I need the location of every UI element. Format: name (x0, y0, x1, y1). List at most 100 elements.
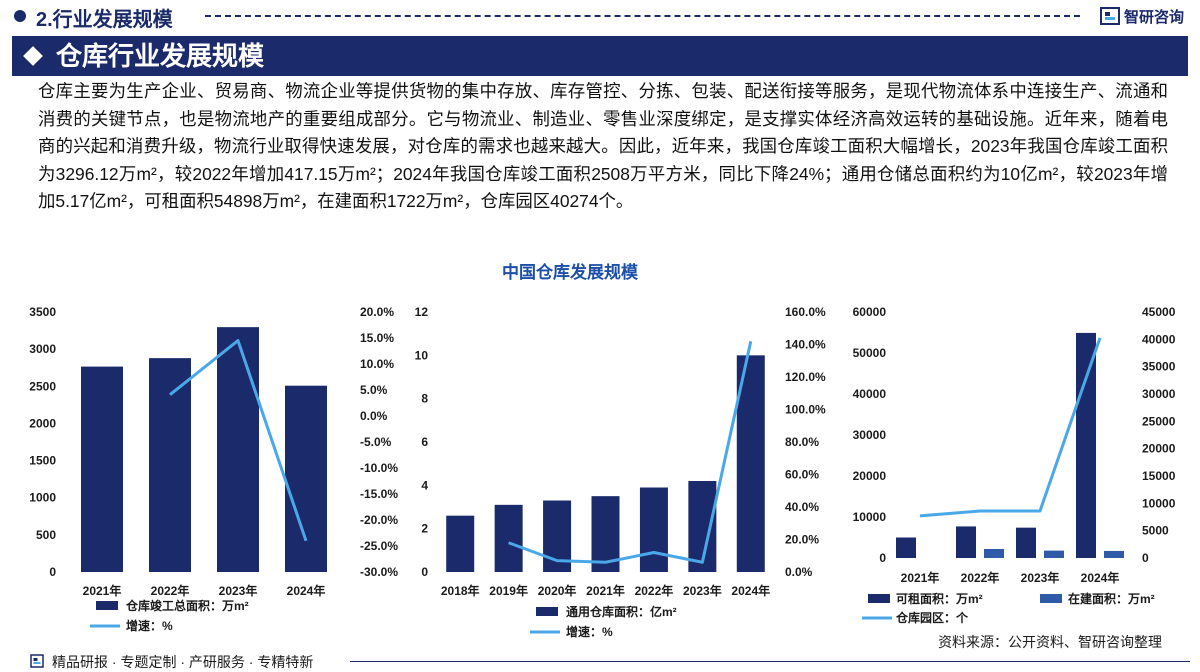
y-axis-tick: 6 (421, 435, 428, 449)
section-bullet (14, 10, 26, 22)
y2-axis-tick: 15.0% (360, 331, 394, 345)
y2-axis-tick: 35000 (1142, 360, 1176, 374)
legend-label: 仓库竣工总面积：万m² (125, 598, 249, 613)
y2-axis-tick: 5.0% (360, 383, 388, 397)
y-axis-tick: 1500 (29, 454, 56, 468)
y2-axis-tick: 30000 (1142, 387, 1176, 401)
chart-rentable-area: 0 10000 20000 30000 40000 50000 60000 0 5000 1000… (853, 305, 1176, 625)
line-series (508, 340, 753, 564)
diamond-icon (23, 46, 43, 66)
footer-slogan: 精品研报 · 专题定制 · 产研服务 · 专精特新 (52, 654, 314, 670)
x-axis-tick: 2023年 (1021, 570, 1060, 585)
x-axis-tick: 2021年 (83, 583, 122, 598)
x-axis-tick: 2024年 (1081, 570, 1120, 585)
x-axis-tick: 2024年 (287, 583, 326, 598)
bar (494, 504, 523, 572)
y-axis-tick: 1000 (29, 491, 56, 505)
x-axis-tick: 2023年 (683, 583, 722, 598)
section-heading: 2.行业发展规模 (36, 9, 173, 31)
x-axis-tick: 2022年 (151, 583, 190, 598)
y2-axis-tick: -5.0% (360, 435, 392, 449)
bar (217, 327, 259, 572)
bar (639, 487, 668, 572)
legend-label: 增速：% (566, 624, 613, 639)
figure-title: 中国仓库发展规模 (502, 263, 638, 282)
bar (446, 515, 475, 572)
y-axis-tick: 500 (36, 528, 56, 542)
x-axis-tick: 2019年 (489, 583, 528, 598)
y2-axis-tick: 140.0% (785, 338, 826, 352)
y2-axis-tick: 10000 (1142, 496, 1176, 510)
bar (1076, 332, 1096, 558)
bar (896, 537, 916, 558)
title-banner: 仓库行业发展规模 (12, 36, 1188, 76)
y2-axis-tick: -30.0% (360, 565, 398, 579)
y-axis-tick: 0 (49, 565, 56, 579)
bar (285, 385, 327, 572)
y2-axis-tick: 160.0% (785, 305, 826, 319)
footer-divider (350, 661, 1190, 662)
y-axis-tick: 8 (421, 392, 428, 406)
y2-axis-tick: -15.0% (360, 487, 398, 501)
bar (736, 355, 765, 572)
y2-axis-tick: 20000 (1142, 442, 1176, 456)
y2-axis-tick: -20.0% (360, 513, 398, 527)
line-series (169, 339, 308, 542)
bar (956, 526, 976, 558)
y-axis-tick: 3500 (29, 305, 56, 319)
line-series (919, 337, 1102, 518)
brand-name: 智研咨询 (1124, 8, 1185, 26)
header-divider (205, 15, 1080, 17)
y2-axis-tick: -10.0% (360, 461, 398, 475)
chart-general-storage-area: 0246810120.0%20.0%40.0%60.0%80.0%100.0%1… (415, 305, 826, 639)
y2-axis-tick: 20.0% (360, 305, 394, 319)
x-axis-tick: 2023年 (219, 583, 258, 598)
brand-logo-icon (1100, 7, 1120, 25)
y2-axis-tick: 25000 (1142, 414, 1176, 428)
y2-axis-tick: 5000 (1142, 524, 1169, 538)
report-icon (30, 654, 44, 668)
y2-axis-tick: 20.0% (785, 533, 819, 547)
y-axis-tick: 0 (421, 565, 428, 579)
y2-axis-tick: 80.0% (785, 435, 819, 449)
y-axis-tick: 60000 (853, 305, 887, 319)
y2-axis-tick: 15000 (1142, 469, 1176, 483)
x-axis-tick: 2022年 (961, 570, 1000, 585)
bar (984, 548, 1004, 558)
y2-axis-tick: 10.0% (360, 357, 394, 371)
y-axis-tick: 4 (421, 478, 428, 492)
x-axis-tick: 2022年 (635, 583, 674, 598)
y-axis-tick: 10000 (853, 510, 887, 524)
legend-swatch (96, 601, 118, 610)
legend-label: 可租面积：万m² (896, 591, 983, 606)
y-axis-tick: 20000 (853, 469, 887, 483)
bar (1044, 550, 1064, 558)
top-bar: 2.行业发展规模 智研咨询 (0, 0, 1200, 34)
y2-axis-tick: 0.0% (785, 565, 813, 579)
legend-swatch (1040, 594, 1062, 603)
legend-swatch (868, 594, 890, 603)
y2-axis-tick: 45000 (1142, 305, 1176, 319)
legend-label: 通用仓库面积：亿m² (566, 604, 677, 619)
y2-axis-tick: 100.0% (785, 403, 826, 417)
y-axis-tick: 3000 (29, 342, 56, 356)
data-source: 资料来源：公开资料、智研咨询整理 (938, 634, 1162, 650)
y-axis-tick: 10 (415, 348, 429, 362)
x-axis-tick: 2024年 (731, 583, 770, 598)
x-axis-tick: 2021年 (586, 583, 625, 598)
y2-axis-tick: 60.0% (785, 468, 819, 482)
y-axis-tick: 2500 (29, 379, 56, 393)
y2-axis-tick: 120.0% (785, 370, 826, 384)
intro-paragraph: 仓库主要为生产企业、贸易商、物流企业等提供货物的集中存放、库存管控、分拣、包装、… (38, 81, 1168, 211)
y-axis-tick: 50000 (853, 346, 887, 360)
brand: 智研咨询 (1100, 5, 1184, 27)
y-axis-tick: 2 (421, 522, 428, 536)
footer: 精品研报 · 专题定制 · 产研服务 · 专精特新 (0, 650, 1200, 670)
bar (1104, 550, 1124, 558)
y-axis-tick: 0 (879, 551, 886, 565)
legend-label: 增速：% (126, 618, 173, 633)
y2-axis-tick: 40000 (1142, 332, 1176, 346)
y2-axis-tick: 0.0% (360, 409, 388, 423)
y-axis-tick: 30000 (853, 428, 887, 442)
y-axis-tick: 2000 (29, 416, 56, 430)
